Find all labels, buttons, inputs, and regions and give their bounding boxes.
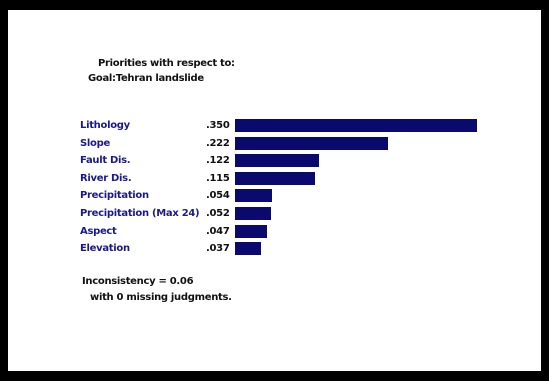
priority-bar [235, 224, 267, 238]
value-label: .115 [206, 172, 230, 184]
value-label: .222 [206, 137, 230, 149]
value-label: .047 [206, 225, 230, 237]
chart-row: River Dis. .115 [8, 171, 541, 189]
missing-judgments-text: with 0 missing judgments. [90, 292, 232, 303]
inconsistency-text: Inconsistency = 0.06 [82, 276, 194, 287]
chart-row: Aspect .047 [8, 224, 541, 242]
priority-bar [235, 136, 388, 150]
value-label: .054 [206, 190, 230, 202]
value-label: .350 [206, 120, 230, 131]
priority-bar [235, 154, 319, 168]
chart-row: Lithology .350 [8, 118, 541, 136]
value-label: .052 [206, 208, 230, 219]
chart-row: Precipitation (Max 24) .052 [8, 206, 541, 224]
value-label: .122 [206, 155, 230, 167]
category-label: Precipitation [80, 190, 149, 202]
category-label: River Dis. [80, 172, 132, 184]
priority-bar [235, 171, 315, 185]
value-label: .037 [206, 243, 230, 255]
category-label: Lithology [80, 120, 130, 131]
priority-bar [235, 189, 272, 203]
header-title: Priorities with respect to: [98, 58, 235, 69]
chart-row: Fault Dis. .122 [8, 153, 541, 171]
category-label: Fault Dis. [80, 155, 131, 167]
category-label: Slope [80, 137, 110, 149]
header-goal: Goal:Tehran landslide [88, 73, 204, 84]
priority-bar [235, 119, 477, 132]
chart-header: Priorities with respect to: Goal:Tehran … [88, 56, 235, 86]
category-label: Aspect [80, 225, 117, 237]
chart-row: Slope .222 [8, 136, 541, 154]
chart-row: Precipitation .054 [8, 188, 541, 206]
chart-row: Elevation .037 [8, 241, 541, 259]
category-label: Precipitation (Max 24) [80, 208, 200, 219]
chart-panel: Priorities with respect to: Goal:Tehran … [8, 10, 541, 371]
priority-bar [235, 207, 271, 220]
category-label: Elevation [80, 243, 130, 255]
priority-bar [235, 242, 261, 256]
chart-footer: Inconsistency = 0.06 with 0 missing judg… [82, 274, 232, 306]
